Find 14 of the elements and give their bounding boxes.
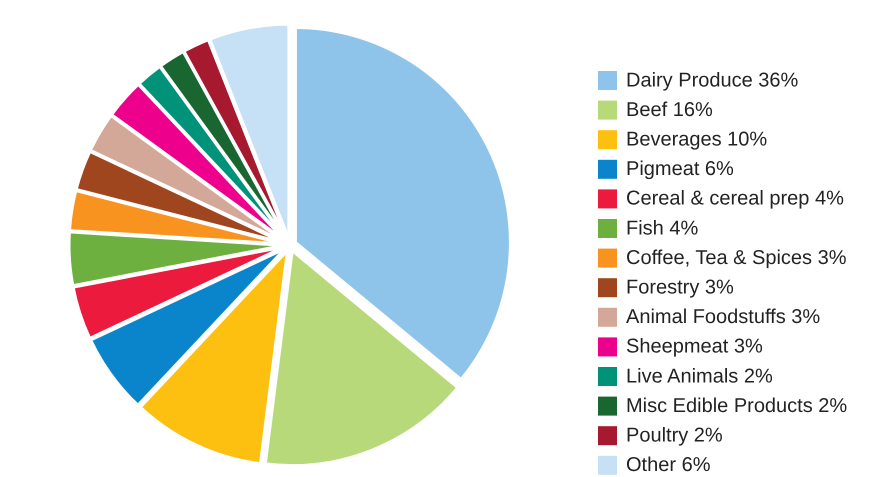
legend-label: Poultry 2% — [626, 424, 723, 446]
legend-label: Coffee, Tea & Spices 3% — [626, 246, 847, 269]
legend-label: Dairy Produce 36% — [626, 69, 799, 92]
legend-label: Other 6% — [626, 454, 711, 476]
legend-label: Forestry 3% — [626, 276, 734, 298]
legend-label: Beverages 10% — [626, 128, 768, 150]
legend-label: Live Animals 2% — [626, 365, 773, 388]
legend-label: Animal Foodstuffs 3% — [626, 306, 820, 328]
legend-label: Pigmeat 6% — [626, 158, 734, 180]
legend-label: Fish 4% — [626, 217, 698, 240]
legend-label: Cereal & cereal prep 4% — [626, 188, 844, 210]
legend-label: Sheepmeat 3% — [626, 336, 763, 358]
legend-label: Misc Edible Products 2% — [626, 394, 848, 417]
legend-label: Beef 16% — [626, 98, 713, 121]
